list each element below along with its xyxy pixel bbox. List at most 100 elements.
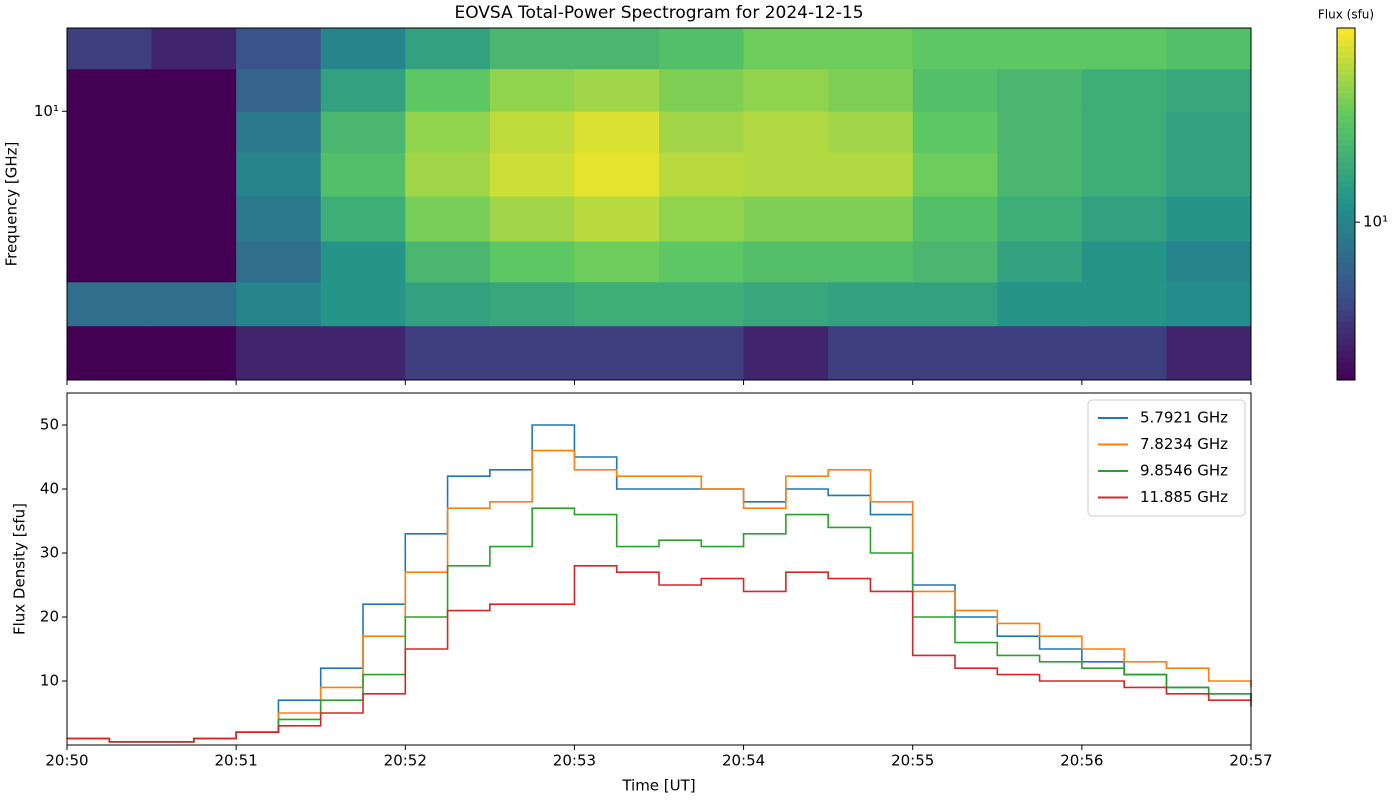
heatmap-cell	[320, 68, 406, 112]
x-tick-label: 20:57	[1229, 752, 1272, 770]
heatmap-cell	[405, 28, 491, 70]
heatmap-cell	[912, 152, 998, 197]
heatmap-cell	[912, 111, 998, 153]
heatmap-cell	[574, 152, 660, 197]
heatmap-cell	[489, 195, 575, 242]
heatmap-cell	[574, 195, 660, 242]
colorbar-band	[1337, 256, 1355, 264]
step-line	[67, 424, 1252, 743]
heatmap-cell	[1166, 28, 1252, 70]
colorbar-band	[1337, 262, 1355, 270]
heatmap-cell	[997, 241, 1083, 283]
legend-box	[1087, 399, 1246, 517]
heatmap-cell	[405, 281, 491, 327]
heatmap-cell	[997, 28, 1083, 70]
colorbar-band	[1337, 63, 1355, 70]
colorbar-band	[1337, 250, 1355, 258]
heatmap-cell	[151, 68, 237, 112]
heatmap-cell	[489, 241, 575, 283]
colorbar-band	[1337, 127, 1355, 135]
heatmap-cell	[743, 241, 829, 283]
legend-label: 7.8234 GHz	[1140, 435, 1228, 453]
heatmap-cell	[67, 325, 153, 381]
colorbar-band	[1337, 86, 1355, 94]
colorbar-band	[1337, 286, 1355, 293]
colorbar-band	[1337, 198, 1355, 205]
heatmap-cell	[67, 241, 153, 283]
heatmap-cell	[743, 325, 829, 381]
colorbar-band	[1337, 28, 1355, 35]
heatmap-cell	[828, 152, 914, 197]
colorbar-band	[1337, 139, 1355, 146]
heatmap-cell	[489, 281, 575, 327]
heatmap-cell	[574, 325, 660, 381]
colorbar-band	[1337, 192, 1355, 199]
x-tick-label: 20:54	[722, 752, 765, 770]
colorbar-band	[1337, 368, 1355, 375]
colorbar-band	[1337, 297, 1355, 305]
colorbar-band	[1337, 374, 1355, 381]
heatmap-cell	[151, 281, 237, 327]
heatmap-cell	[236, 195, 322, 242]
heatmap-cell	[912, 325, 998, 381]
y-tick-label: 50	[40, 416, 59, 434]
heatmap-cell	[743, 281, 829, 327]
heatmap-cell	[574, 241, 660, 283]
heatmap-cell	[997, 281, 1083, 327]
heatmap-cell	[574, 281, 660, 327]
legend-label: 11.885 GHz	[1140, 488, 1228, 506]
colorbar-band	[1337, 104, 1355, 111]
heatmap-cell	[405, 111, 491, 153]
heatmap-cell	[151, 241, 237, 283]
colorbar-band	[1337, 309, 1355, 316]
colorbar-band	[1337, 69, 1355, 76]
x-tick-label: 20:56	[1060, 752, 1103, 770]
colorbar-band	[1337, 121, 1355, 129]
heatmap-cell	[1166, 281, 1252, 327]
colorbar-band	[1337, 315, 1355, 322]
colorbar-band	[1337, 209, 1355, 217]
heatmap-cell	[1166, 111, 1252, 153]
heatmap-cell	[912, 241, 998, 283]
plot-frame	[66, 392, 1252, 746]
heatmap-cell	[405, 68, 491, 112]
x-tick-label: 20:52	[384, 752, 427, 770]
heatmap-cell	[1081, 195, 1167, 242]
colorbar-band	[1337, 39, 1355, 47]
heatmap-cell	[828, 195, 914, 242]
heatmap-cell	[236, 281, 322, 327]
colorbar-band	[1337, 110, 1355, 117]
heatmap-cell	[659, 28, 745, 70]
heatmap-cell	[1081, 325, 1167, 381]
heatmap-cell	[828, 241, 914, 283]
colorbar-band	[1337, 151, 1355, 158]
colorbar-band	[1337, 356, 1355, 363]
heatmap-cell	[67, 28, 153, 70]
heatmap-cell	[1081, 111, 1167, 153]
colorbar-band	[1337, 162, 1355, 170]
heatmap-cell	[405, 325, 491, 381]
heatmap-cell	[659, 111, 745, 153]
heatmap-cells	[67, 28, 1252, 381]
heatmap-cell	[997, 195, 1083, 242]
heatmap-cell	[236, 68, 322, 112]
heatmap-cell	[236, 28, 322, 70]
colorbar-band	[1337, 280, 1355, 287]
heatmap-cell	[489, 68, 575, 112]
heatmap-cell	[67, 152, 153, 197]
heatmap-cell	[997, 111, 1083, 153]
heatmap-cell	[320, 111, 406, 153]
colorbar-band	[1337, 33, 1355, 41]
colorbar-band	[1337, 186, 1355, 193]
colorbar-band	[1337, 268, 1355, 275]
colorbar-band	[1337, 233, 1355, 240]
heatmap-cell	[151, 152, 237, 197]
colorbar-band	[1337, 51, 1355, 58]
heatmap-cell	[659, 152, 745, 197]
heatmap-cell	[489, 325, 575, 381]
heatmap-cell	[912, 68, 998, 112]
heatmap-cell	[67, 111, 153, 153]
heatmap-cell	[236, 152, 322, 197]
colorbar-band	[1337, 98, 1355, 105]
